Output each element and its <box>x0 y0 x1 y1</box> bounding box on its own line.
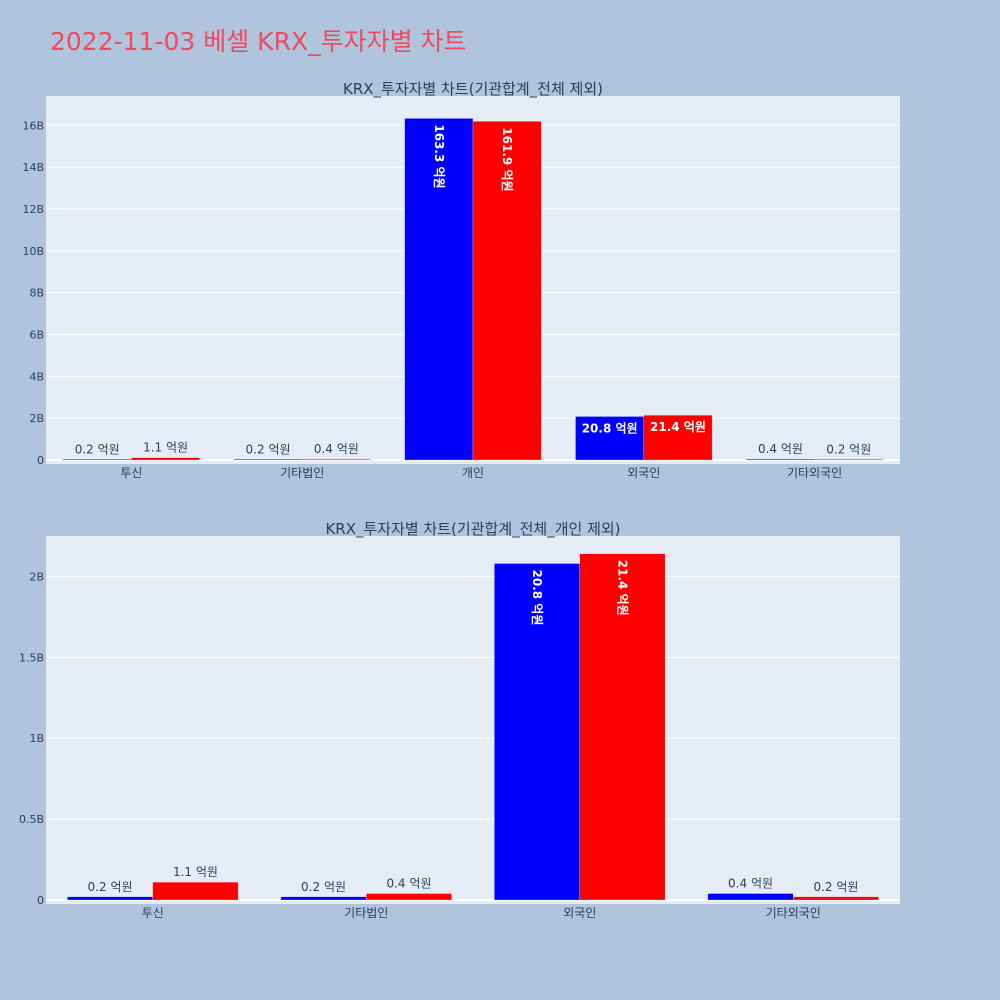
chart-2-category-label: 외국인 <box>563 906 596 920</box>
chart-1-bar-blue <box>575 416 645 461</box>
chart-1-bar-blue <box>62 458 132 461</box>
chart-1-data-label: 163.3 억원 <box>432 124 446 188</box>
chart-1-y-tick-label: 10B <box>22 245 44 258</box>
chart-2-y-tick-label: 1.5B <box>19 651 44 664</box>
chart-2-plot-area <box>46 536 900 904</box>
chart-1-bar-blue <box>233 458 303 461</box>
chart-2-bar-red <box>152 881 239 901</box>
chart-2-y-tick-label: 0 <box>37 894 44 907</box>
chart-2-category-label: 기타법인 <box>344 906 388 920</box>
chart-2-category-label: 기타외국인 <box>766 906 821 920</box>
chart-1-bar-red <box>472 121 542 461</box>
chart-2-data-label: 0.2 억원 <box>813 880 858 894</box>
chart-2-bar-red <box>793 896 879 901</box>
chart-1-category-label: 투신 <box>120 466 142 480</box>
chart-1-data-label: 161.9 억원 <box>500 127 514 191</box>
chart-1-y-tick-label: 16B <box>22 119 44 132</box>
chart-2-data-label: 1.1 억원 <box>173 865 218 879</box>
chart-1-data-label: 0.4 억원 <box>758 442 803 456</box>
chart-1-data-label: 0.4 억원 <box>314 442 359 456</box>
chart-1-bar-red <box>131 457 200 461</box>
page-title: 2022-11-03 베셀 KRX_투자자별 차트 <box>50 27 467 56</box>
chart-1-y-tick-label: 6B <box>29 328 44 341</box>
chart-2-bar-blue <box>494 563 581 901</box>
chart-2-y-tick-label: 0.5B <box>19 813 44 826</box>
chart-1-data-label: 21.4 억원 <box>650 420 706 434</box>
chart-1-category-label: 개인 <box>462 466 484 480</box>
chart-1-y-tick-label: 4B <box>29 370 44 383</box>
chart-2-data-label: 21.4 억원 <box>615 560 629 616</box>
chart-2-data-label: 0.2 억원 <box>88 880 133 894</box>
chart-2-data-label: 0.4 억원 <box>386 877 431 891</box>
chart-1-category-label: 기타외국인 <box>787 466 842 480</box>
chart-1-bar-red <box>301 458 371 461</box>
chart-2-bar-blue <box>67 896 153 901</box>
chart-2-data-label: 0.2 억원 <box>301 880 346 894</box>
chart-1-category-label: 기타법인 <box>280 466 324 480</box>
chart-1-bar-blue <box>746 458 815 461</box>
chart-1-y-tick-label: 12B <box>22 203 44 216</box>
chart-1-bar-blue <box>404 118 474 461</box>
chart-1-data-label: 20.8 억원 <box>582 421 638 435</box>
chart-2-y-tick-label: 2B <box>29 570 44 583</box>
chart-2-bar-blue <box>280 896 367 901</box>
chart-1-title: KRX_투자자별 차트(기관합계_전체 제외) <box>343 80 603 99</box>
chart-1-category-label: 외국인 <box>627 466 660 480</box>
chart-2-data-label: 20.8 억원 <box>530 570 544 626</box>
chart-2-category-label: 투신 <box>142 906 164 920</box>
chart-1-data-label: 1.1 억원 <box>143 441 188 455</box>
chart-1-data-label: 0.2 억원 <box>246 443 291 457</box>
chart-1-data-label: 0.2 억원 <box>75 443 120 457</box>
chart-2-bar-red <box>579 553 666 901</box>
chart-1-y-tick-label: 0 <box>37 454 44 467</box>
chart-2-title: KRX_투자자별 차트(기관합계_전체_개인 제외) <box>325 520 620 539</box>
chart-1-bar-red <box>814 458 884 461</box>
chart-2-y-tick-label: 1B <box>29 732 44 745</box>
chart-1-bar-red <box>643 414 713 461</box>
chart-2-bar-blue <box>707 893 794 901</box>
chart-2-bar-red <box>366 893 452 901</box>
chart-1-y-tick-label: 14B <box>22 161 44 174</box>
chart-1-data-label: 0.2 억원 <box>826 443 871 457</box>
chart-1-y-tick-label: 2B <box>29 412 44 425</box>
chart-2-data-label: 0.4 억원 <box>728 877 773 891</box>
chart-1-y-tick-label: 8B <box>29 287 44 300</box>
